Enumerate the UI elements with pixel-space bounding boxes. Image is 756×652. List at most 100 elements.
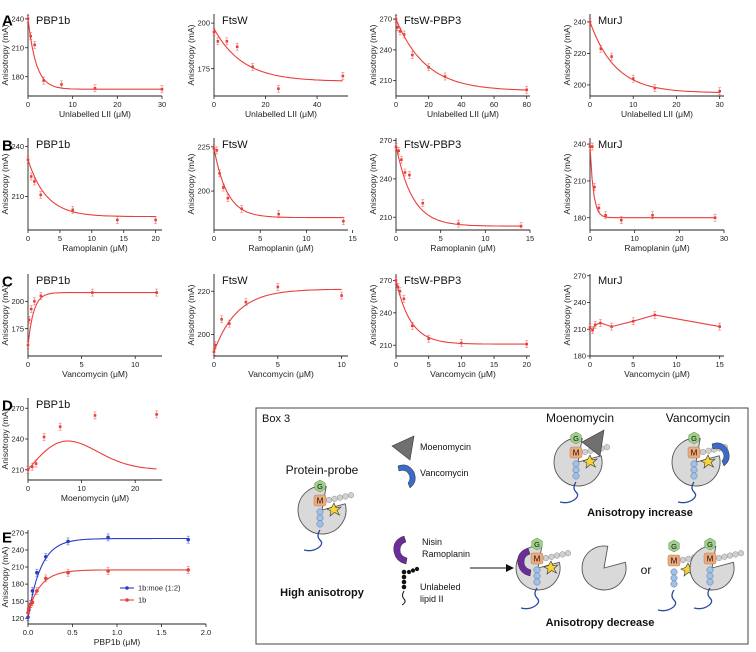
- y-tick-label: 270: [11, 528, 24, 537]
- y-tick-label: 180: [11, 580, 24, 589]
- x-axis-label: Ramoplanin (μM): [248, 243, 314, 253]
- peptide-bead: [721, 553, 728, 560]
- peptide-bead: [554, 552, 561, 559]
- panel-title: PBP1b: [36, 275, 70, 287]
- data-point: [593, 185, 596, 189]
- phosphate-bead: [533, 572, 541, 580]
- lipid-tail: [693, 587, 713, 610]
- x-tick-label: 10: [77, 484, 85, 493]
- peptide-bead: [565, 550, 572, 557]
- y-axis-label: Anisotropy (mA): [368, 153, 378, 214]
- phosphate-bead: [533, 578, 541, 586]
- phosphate-bead: [316, 520, 324, 528]
- data-point: [713, 216, 717, 220]
- g-sugar: [688, 431, 700, 445]
- data-point: [411, 53, 414, 57]
- lipid-tail: [520, 587, 540, 610]
- x-tick-label: 20: [131, 484, 139, 493]
- g-sugar: [704, 537, 716, 551]
- chart-panel-b-pbp1b: 210 240 0 5 10 15 20 Ramoplanin (μM) Anisotropy …: [0, 138, 162, 253]
- data-point: [421, 201, 425, 205]
- g-sugar: [668, 539, 680, 553]
- nisin-ramoplanin-icon: [393, 535, 408, 565]
- anisotropy-decrease-label: Anisotropy decrease: [546, 617, 655, 629]
- panel-title: FtsW-PBP3: [404, 275, 461, 287]
- legend-marker: [125, 598, 129, 602]
- chart-panel-c-murj: 180 210 240 270 0 5 10 15 Vancomycin (μM) Anisotr…: [562, 271, 724, 379]
- data-point: [610, 55, 613, 58]
- phosphate-bead: [670, 574, 678, 582]
- x-tick-label: 20: [425, 100, 433, 109]
- fit-curve: [589, 146, 716, 219]
- data-point: [221, 186, 225, 189]
- x-tick-label: 10: [302, 234, 310, 243]
- x-tick-label: 10: [630, 234, 638, 243]
- data-point: [30, 465, 34, 468]
- bound-vancomycin-icon: [711, 442, 730, 467]
- fit-curve: [395, 280, 527, 345]
- empty-protein-pacman-icon: [581, 545, 627, 591]
- y-tick-label: 240: [379, 174, 392, 183]
- x-axis-label: Unlabelled LII (μM): [621, 109, 693, 119]
- x-tick-label: 20: [261, 100, 269, 109]
- data-point: [91, 291, 94, 294]
- chart-panel-c-ftsw: 200 220 0 5 10 Vancomycin (μM) Anisotropy (mA)…: [186, 274, 348, 379]
- y-tick-label: 210: [573, 177, 586, 186]
- peptide-bead: [604, 444, 611, 451]
- x-tick-label: 20: [523, 360, 531, 369]
- y-tick-label: 270: [11, 404, 24, 413]
- chart-panel-c-ftsw-pbp3: 210 240 270 0 5 10 15 20 Vancomycin (μM) Anisotro…: [368, 274, 531, 379]
- x-axis-label: Ramoplanin (μM): [430, 243, 496, 253]
- phosphate-bead: [572, 472, 580, 480]
- y-axis-label: Anisotropy (mA): [0, 284, 10, 345]
- phosphate-bead: [572, 466, 580, 474]
- peptide-bead: [582, 449, 589, 456]
- chart-panel-b-ftsw-pbp3: 210 240 270 0 5 10 15 Ramoplanin (μM) Anisotropy…: [368, 136, 534, 253]
- y-tick-label: 180: [573, 352, 586, 361]
- y-tick-label: 180: [11, 72, 24, 81]
- y-tick-label: 210: [379, 76, 392, 85]
- x-tick-label: 0: [212, 360, 216, 369]
- data-point: [155, 291, 158, 294]
- data-point: [394, 145, 398, 149]
- chart-panel-a-murj: 200 220 240 0 10 20 30 Unlabelled LII (μM) Aniso…: [562, 14, 724, 119]
- peptide-bead: [559, 551, 566, 558]
- data-point: [30, 589, 35, 593]
- phosphate-bead: [316, 508, 324, 516]
- data-point: [218, 172, 221, 175]
- x-tick-label: 5: [80, 360, 84, 369]
- g-sugar-label: G: [317, 482, 323, 491]
- data-point: [403, 171, 407, 174]
- data-point: [718, 325, 721, 328]
- data-point: [106, 535, 110, 540]
- m-sugar-label: M: [317, 497, 324, 506]
- data-point: [27, 606, 31, 610]
- data-point: [66, 570, 70, 575]
- data-point: [427, 66, 430, 69]
- high-anisotropy-label: High anisotropy: [280, 587, 365, 599]
- y-tick-label: 240: [11, 435, 24, 444]
- x-tick-label: 0: [26, 100, 30, 109]
- x-tick-label: 80: [523, 100, 531, 109]
- y-axis-label: Anisotropy (mA): [186, 153, 196, 214]
- peptide-bead: [680, 557, 687, 564]
- fit-curve: [589, 21, 720, 93]
- lipid-bead: [410, 568, 416, 573]
- x-tick-label: 10: [457, 360, 465, 369]
- lipid-tail: [559, 481, 579, 504]
- bound-nisin-icon: [517, 547, 532, 577]
- moenomycin-triangle-icon: [391, 435, 415, 461]
- data-point: [457, 222, 460, 225]
- data-point: [525, 342, 529, 346]
- data-point: [212, 350, 216, 353]
- x-axis-label: Moenomycin (μM): [61, 493, 129, 503]
- fit-curve: [213, 288, 342, 352]
- data-point: [93, 414, 97, 417]
- data-point: [402, 297, 406, 301]
- data-point: [39, 294, 43, 298]
- x-axis-label: Vancomycin (μM): [62, 369, 128, 379]
- y-tick-label: 220: [573, 49, 586, 58]
- data-point: [212, 147, 216, 150]
- x-tick-label: 30: [158, 100, 166, 109]
